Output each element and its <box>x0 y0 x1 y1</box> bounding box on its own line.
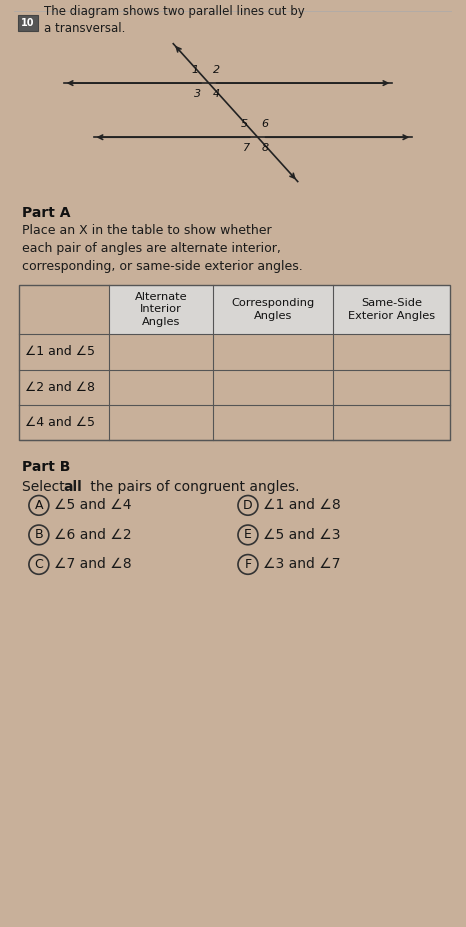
Text: B: B <box>34 528 43 541</box>
Text: E: E <box>244 528 252 541</box>
Text: 1: 1 <box>192 65 199 75</box>
Text: C: C <box>34 558 43 571</box>
Text: Select: Select <box>22 480 69 494</box>
Text: all: all <box>64 480 82 494</box>
Text: 7: 7 <box>243 143 250 153</box>
Text: Corresponding
Angles: Corresponding Angles <box>231 298 315 321</box>
FancyBboxPatch shape <box>18 15 38 31</box>
Text: Place an X in the table to show whether
each pair of angles are alternate interi: Place an X in the table to show whether … <box>22 223 303 273</box>
Text: ∠7 and ∠8: ∠7 and ∠8 <box>54 557 131 571</box>
Text: ∠5 and ∠3: ∠5 and ∠3 <box>263 527 340 542</box>
Text: ∠2 and ∠8: ∠2 and ∠8 <box>25 381 95 394</box>
Text: Part A: Part A <box>22 206 70 220</box>
Text: ∠4 and ∠5: ∠4 and ∠5 <box>25 416 95 429</box>
Text: ∠3 and ∠7: ∠3 and ∠7 <box>263 557 340 571</box>
Text: ∠1 and ∠8: ∠1 and ∠8 <box>263 499 341 513</box>
Text: D: D <box>243 499 253 512</box>
Text: F: F <box>244 558 252 571</box>
Text: Same-Side
Exterior Angles: Same-Side Exterior Angles <box>348 298 435 321</box>
Text: 2: 2 <box>213 65 220 75</box>
Text: 10: 10 <box>21 18 34 28</box>
Text: the pairs of congruent angles.: the pairs of congruent angles. <box>86 480 299 494</box>
Text: ∠1 and ∠5: ∠1 and ∠5 <box>25 346 95 359</box>
Text: Part B: Part B <box>22 460 70 474</box>
Text: 8: 8 <box>262 143 269 153</box>
Bar <box>19 285 450 440</box>
Text: Alternate
Interior
Angles: Alternate Interior Angles <box>135 292 187 327</box>
Text: 6: 6 <box>262 120 269 130</box>
Text: 4: 4 <box>213 89 220 99</box>
Text: ∠5 and ∠4: ∠5 and ∠4 <box>54 499 131 513</box>
Text: The diagram shows two parallel lines cut by
a transversal.: The diagram shows two parallel lines cut… <box>44 5 305 35</box>
Text: 3: 3 <box>194 89 201 99</box>
Text: 5: 5 <box>240 120 248 130</box>
Text: ∠6 and ∠2: ∠6 and ∠2 <box>54 527 131 542</box>
FancyBboxPatch shape <box>109 285 450 334</box>
Text: A: A <box>34 499 43 512</box>
